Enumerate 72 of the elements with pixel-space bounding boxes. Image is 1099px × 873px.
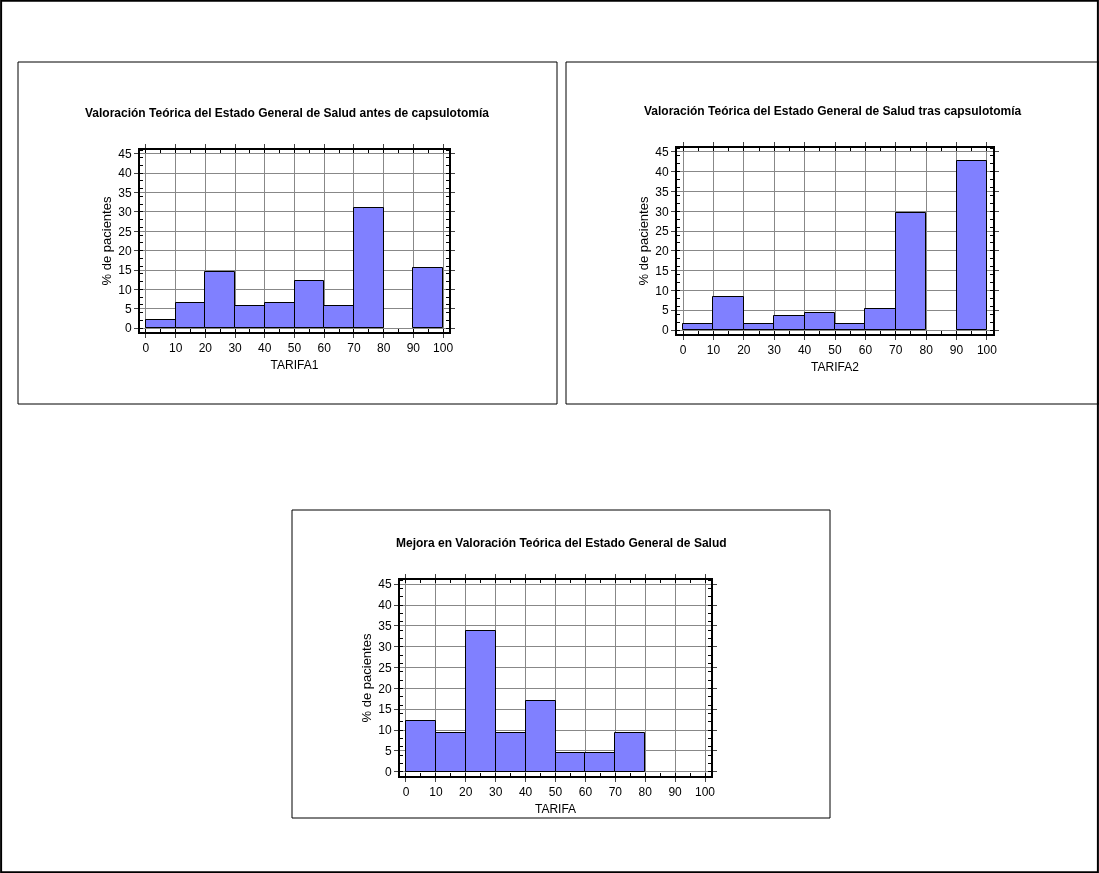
chart-title: Mejora en Valoración Teórica del Estado General de Salud	[396, 536, 727, 550]
x-tick-label: 20	[737, 343, 751, 358]
y-tick-label: 30	[118, 205, 132, 220]
x-tick-label: 0	[402, 785, 410, 800]
x-tick-label: 70	[889, 343, 903, 358]
y-tick-label: 30	[378, 639, 392, 654]
y-tick-label: 5	[124, 301, 132, 316]
x-tick-label: 80	[638, 785, 653, 800]
y-tick-label: 45	[655, 145, 669, 160]
y-tick-label: 40	[378, 598, 392, 613]
chart-title: Valoración Teórica del Estado General de Salud antes de capsulotomía	[85, 106, 490, 120]
y-tick-label: 40	[118, 166, 132, 181]
y-axis-title: % de pacientes	[358, 633, 374, 723]
x-tick-label: 70	[608, 785, 623, 800]
y-tick-label: 0	[384, 765, 392, 780]
y-tick-label: 0	[661, 323, 669, 338]
y-tick-label: 25	[118, 224, 132, 239]
y-tick-label: 20	[118, 243, 132, 258]
x-tick-label: 80	[376, 341, 391, 356]
x-tick-label: 90	[668, 785, 683, 800]
y-tick-label: 25	[655, 224, 669, 239]
x-tick-label: 10	[706, 343, 721, 358]
x-tick-label: 100	[695, 785, 716, 800]
y-tick-label: 40	[655, 164, 669, 179]
x-tick-label: 60	[317, 341, 332, 356]
x-axis-title: TARIFA	[534, 801, 577, 816]
x-tick-label: 80	[919, 343, 934, 358]
x-tick-label: 50	[287, 341, 302, 356]
y-tick-label: 15	[655, 263, 669, 278]
y-tick-label: 10	[118, 282, 132, 297]
y-tick-label: 35	[655, 184, 669, 199]
y-tick-label: 0	[124, 321, 132, 336]
x-tick-label: 0	[679, 343, 687, 358]
y-tick-label: 35	[118, 185, 132, 200]
x-tick-label: 50	[828, 343, 842, 358]
x-tick-label: 90	[406, 341, 421, 356]
x-tick-label: 90	[949, 343, 964, 358]
x-tick-label: 30	[228, 341, 243, 356]
x-tick-label: 20	[459, 785, 473, 800]
x-axis-title: TARIFA2	[811, 359, 860, 374]
y-tick-label: 10	[378, 723, 392, 738]
y-axis-title: % de pacientes	[98, 196, 114, 286]
y-tick-label: 10	[655, 283, 669, 298]
x-tick-label: 100	[433, 341, 454, 356]
y-tick-label: 45	[378, 577, 392, 592]
y-tick-label: 30	[655, 204, 669, 219]
x-tick-label: 10	[429, 785, 443, 800]
x-tick-label: 40	[518, 785, 533, 800]
y-tick-label: 15	[118, 263, 132, 278]
x-tick-label: 0	[142, 341, 150, 356]
y-tick-label: 20	[378, 681, 392, 696]
y-tick-label: 5	[661, 303, 669, 318]
y-tick-label: 35	[378, 619, 392, 634]
x-tick-label: 20	[198, 341, 213, 356]
chart-title: Valoración Teórica del Estado General de Salud tras capsulotomía	[644, 104, 1022, 118]
y-tick-label: 15	[378, 702, 392, 717]
x-tick-label: 70	[347, 341, 361, 356]
x-tick-label: 100	[976, 343, 998, 358]
x-tick-label: 40	[797, 343, 812, 358]
y-axis-title: % de pacientes	[635, 196, 651, 286]
y-tick-label: 45	[118, 147, 132, 162]
x-tick-label: 60	[578, 785, 593, 800]
x-tick-label: 50	[548, 785, 563, 800]
x-tick-label: 60	[858, 343, 873, 358]
x-tick-label: 10	[168, 341, 183, 356]
y-tick-label: 20	[655, 244, 669, 259]
x-tick-label: 30	[767, 343, 782, 358]
x-tick-label: 40	[258, 341, 272, 356]
y-tick-label: 25	[378, 660, 392, 675]
y-tick-label: 5	[384, 744, 392, 759]
x-tick-label: 30	[489, 785, 503, 800]
x-axis-title: TARIFA1	[270, 357, 319, 372]
